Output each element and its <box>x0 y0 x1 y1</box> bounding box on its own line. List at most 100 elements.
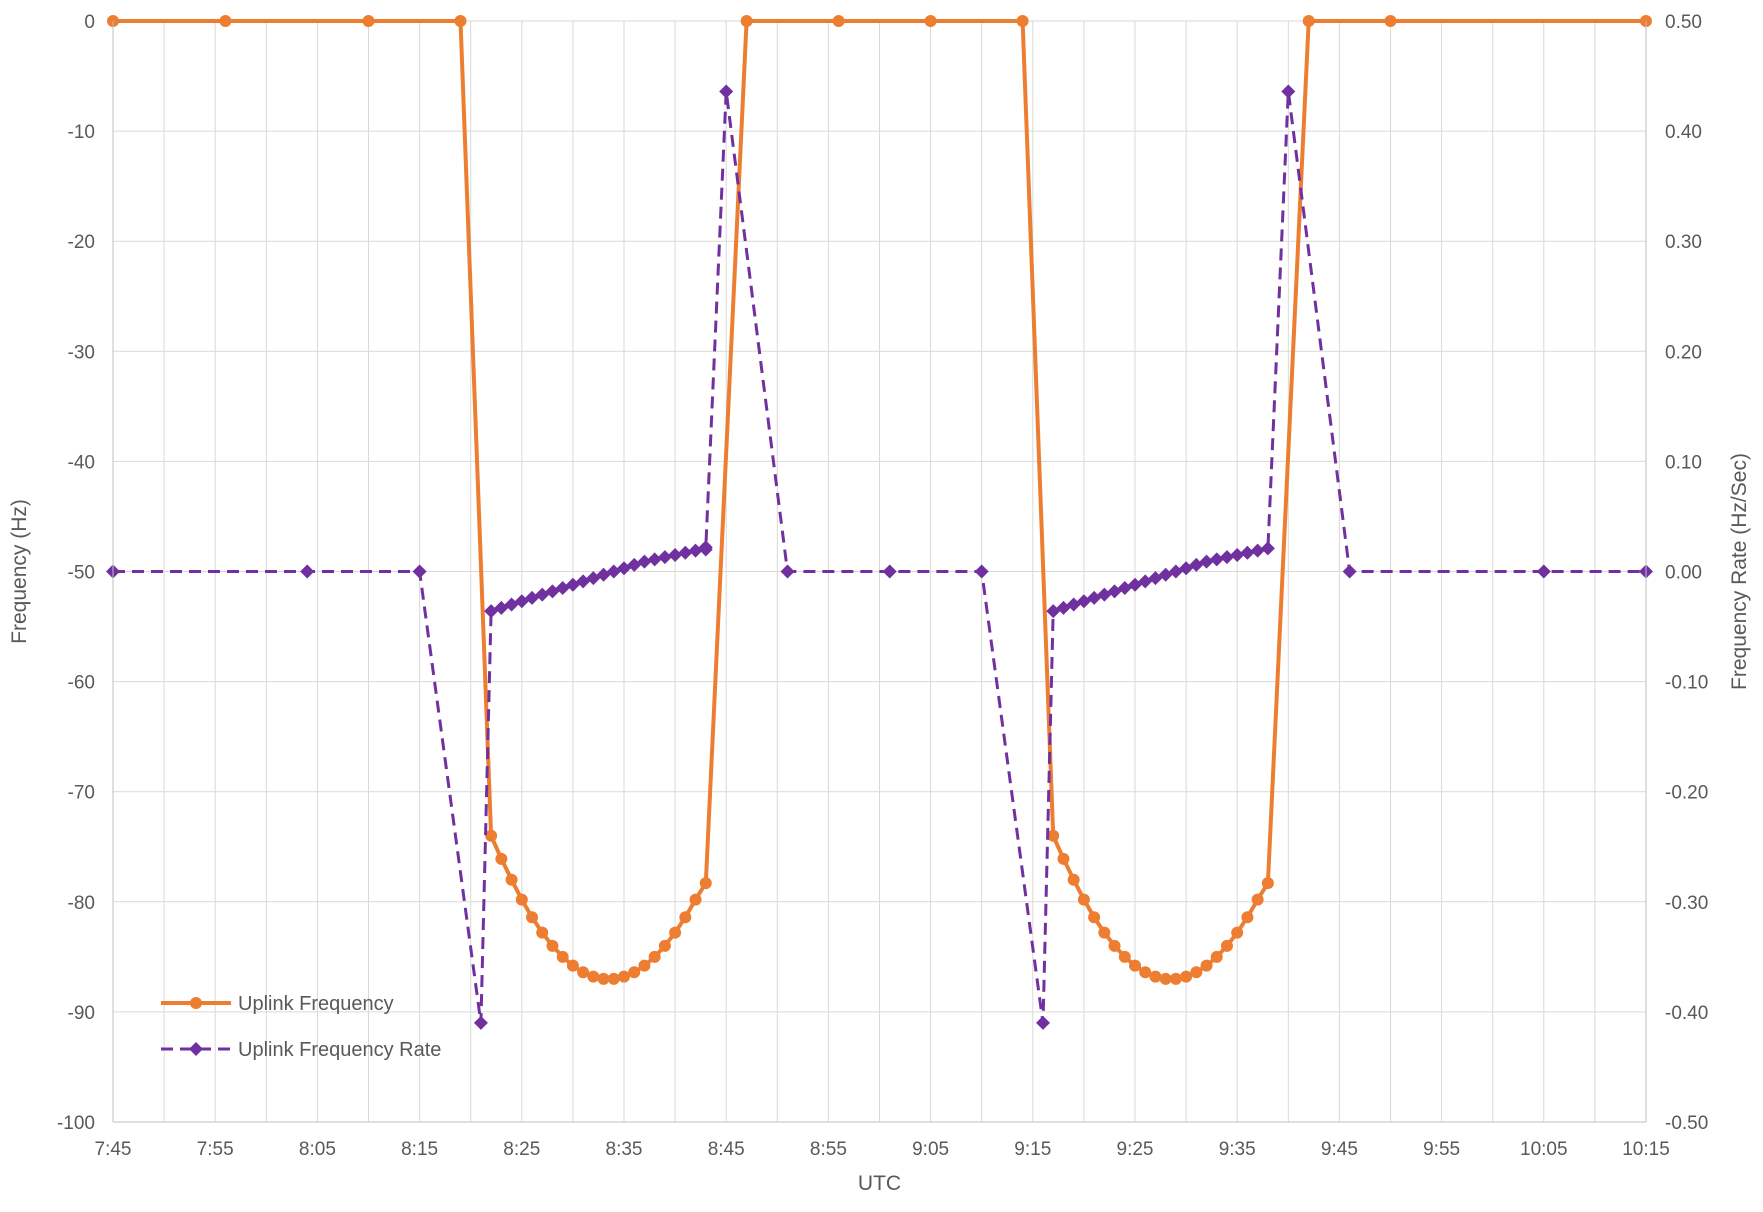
series-point <box>1250 543 1265 558</box>
series-point <box>882 564 897 579</box>
x-tick-label: 9:45 <box>1321 1139 1358 1160</box>
y-right-tick-label: -0.40 <box>1665 1003 1708 1024</box>
x-axis-title: UTC <box>858 1172 901 1195</box>
y-left-tick-label: 0 <box>84 12 95 33</box>
series-point <box>1057 852 1070 865</box>
series-point <box>597 972 610 985</box>
series-point <box>1159 972 1172 985</box>
series-point <box>1219 550 1234 565</box>
y-right-tick-label: 0.40 <box>1665 122 1702 143</box>
series-point <box>628 966 641 979</box>
series-point <box>637 554 652 569</box>
series-point <box>1200 959 1213 972</box>
series-point <box>546 939 559 952</box>
series-point <box>515 893 528 906</box>
y-right-tick-label: -0.20 <box>1665 783 1708 804</box>
series-point <box>1209 552 1224 567</box>
series-point <box>1199 554 1214 569</box>
series-point <box>1180 970 1193 983</box>
x-tick-label: 9:15 <box>1014 1139 1051 1160</box>
series-point <box>1342 564 1357 579</box>
series-point <box>1261 877 1274 890</box>
legend: Uplink Frequency Uplink Frequency Rate <box>161 993 441 1061</box>
series-point <box>566 959 579 972</box>
series-layer <box>106 15 1653 1030</box>
y-right-tick-label: 0.20 <box>1665 342 1702 363</box>
series-point <box>607 972 620 985</box>
series-point <box>219 15 232 27</box>
series-point <box>658 939 671 952</box>
x-tick-label: 8:15 <box>401 1139 438 1160</box>
series-point <box>679 911 692 924</box>
series-uplink-frequency <box>107 15 1652 985</box>
series-point <box>678 545 693 560</box>
series-point <box>740 15 753 27</box>
legend-label: Uplink Frequency Rate <box>238 1039 441 1061</box>
y-left-tick-label: -100 <box>57 1113 95 1134</box>
legend-label: Uplink Frequency <box>238 993 394 1015</box>
series-point <box>1220 939 1233 952</box>
series-point <box>495 852 508 865</box>
series-point <box>1077 893 1090 906</box>
series-point <box>1240 545 1255 560</box>
y-left-tick-label: -50 <box>68 563 95 584</box>
series-uplink-frequency-rate <box>106 84 1653 1030</box>
y-left-tick-label: -80 <box>68 893 95 914</box>
series-point <box>689 893 702 906</box>
series-point <box>1129 959 1141 972</box>
series-point <box>832 15 845 27</box>
x-tick-label: 8:45 <box>708 1139 745 1160</box>
y-left-tick-label: -20 <box>68 232 95 253</box>
y-right-tick-label: -0.30 <box>1665 893 1708 914</box>
y-right-tick-label: -0.10 <box>1665 673 1708 694</box>
series-point <box>1088 911 1101 924</box>
y-left-tick-label: -60 <box>68 673 95 694</box>
series-point <box>300 564 315 579</box>
x-tick-label: 8:35 <box>606 1139 643 1160</box>
series-point <box>1230 547 1245 562</box>
series-point <box>454 15 467 27</box>
y-right-tick-label: 0.30 <box>1665 232 1702 253</box>
y-right-tick-label: 0.50 <box>1665 12 1702 33</box>
x-tick-label: 8:25 <box>503 1139 540 1160</box>
series-point <box>1536 564 1551 579</box>
x-tick-label: 9:05 <box>912 1139 949 1160</box>
series-point <box>1139 966 1152 979</box>
x-tick-label: 8:55 <box>810 1139 847 1160</box>
series-point <box>647 552 662 567</box>
x-tick-label: 9:55 <box>1423 1139 1460 1160</box>
y-right-tick-label: 0.00 <box>1665 563 1702 584</box>
y-left-tick-label: -70 <box>68 783 95 804</box>
series-point <box>1241 911 1254 924</box>
series-point <box>1169 972 1182 985</box>
series-point <box>1302 15 1315 27</box>
series-point <box>556 950 569 963</box>
series-point <box>412 564 427 579</box>
series-point <box>648 950 661 963</box>
series-point <box>577 966 590 979</box>
series-point <box>1047 829 1060 842</box>
series-point <box>587 970 600 983</box>
series-point <box>485 829 498 842</box>
series-point <box>1281 84 1296 99</box>
y-left-tick-label: -10 <box>68 122 95 143</box>
y-right-tick-label: -0.50 <box>1665 1113 1708 1134</box>
series-point <box>657 550 672 565</box>
series-point <box>1108 939 1121 952</box>
y-left-tick-label: -90 <box>68 1003 95 1024</box>
series-point <box>974 564 989 579</box>
series-point <box>1210 950 1223 963</box>
series-point <box>504 597 519 612</box>
series-point <box>1260 541 1275 556</box>
series-point <box>536 926 549 939</box>
series-point <box>719 84 734 99</box>
legend-item: Uplink Frequency <box>161 993 394 1015</box>
x-tick-label: 8:05 <box>299 1139 336 1160</box>
y-left-tick-label: -30 <box>68 342 95 363</box>
axes: 7:45 7:55 8:05 8:15 8:25 8:35 8:45 8:55 9:05 9:15… <box>8 12 1751 1195</box>
series-point <box>1149 970 1162 983</box>
series-point <box>698 540 713 555</box>
